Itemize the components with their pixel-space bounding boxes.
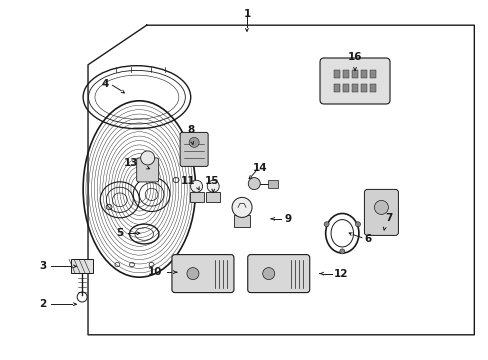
Circle shape — [186, 267, 199, 280]
Text: 8: 8 — [187, 125, 194, 135]
Bar — [369, 84, 375, 92]
FancyBboxPatch shape — [364, 189, 398, 235]
Text: 11: 11 — [180, 176, 195, 186]
FancyBboxPatch shape — [172, 255, 233, 293]
Bar — [351, 84, 357, 92]
Text: 4: 4 — [101, 78, 109, 89]
Text: 5: 5 — [117, 228, 123, 238]
Bar — [189, 192, 203, 202]
Bar — [360, 84, 366, 92]
Text: 1: 1 — [243, 9, 250, 19]
Circle shape — [355, 222, 360, 227]
Text: 9: 9 — [285, 214, 291, 224]
Circle shape — [232, 197, 251, 217]
Circle shape — [324, 222, 328, 227]
Circle shape — [207, 180, 219, 192]
Text: 7: 7 — [384, 213, 392, 223]
FancyBboxPatch shape — [137, 158, 158, 182]
Circle shape — [262, 267, 274, 280]
Text: 14: 14 — [252, 163, 267, 174]
Circle shape — [248, 177, 260, 190]
FancyBboxPatch shape — [319, 58, 389, 104]
Text: 3: 3 — [40, 261, 46, 271]
Circle shape — [374, 201, 387, 215]
Bar — [342, 70, 348, 78]
Bar — [234, 215, 249, 228]
Circle shape — [190, 180, 202, 192]
Text: 12: 12 — [333, 269, 347, 279]
Bar — [333, 70, 339, 78]
Circle shape — [189, 138, 199, 147]
Bar — [369, 70, 375, 78]
Bar — [268, 180, 278, 188]
Text: 16: 16 — [347, 52, 362, 62]
Bar — [71, 260, 93, 273]
Bar — [351, 70, 357, 78]
Text: 15: 15 — [204, 176, 219, 186]
Circle shape — [141, 151, 154, 165]
Text: 13: 13 — [123, 158, 138, 168]
FancyBboxPatch shape — [180, 132, 208, 166]
Text: 6: 6 — [364, 234, 371, 244]
FancyBboxPatch shape — [247, 255, 309, 293]
Circle shape — [339, 249, 344, 254]
Bar — [342, 84, 348, 92]
Bar — [360, 70, 366, 78]
Text: 2: 2 — [40, 299, 46, 309]
Bar — [206, 192, 220, 202]
Bar — [333, 84, 339, 92]
Text: 10: 10 — [148, 267, 163, 277]
